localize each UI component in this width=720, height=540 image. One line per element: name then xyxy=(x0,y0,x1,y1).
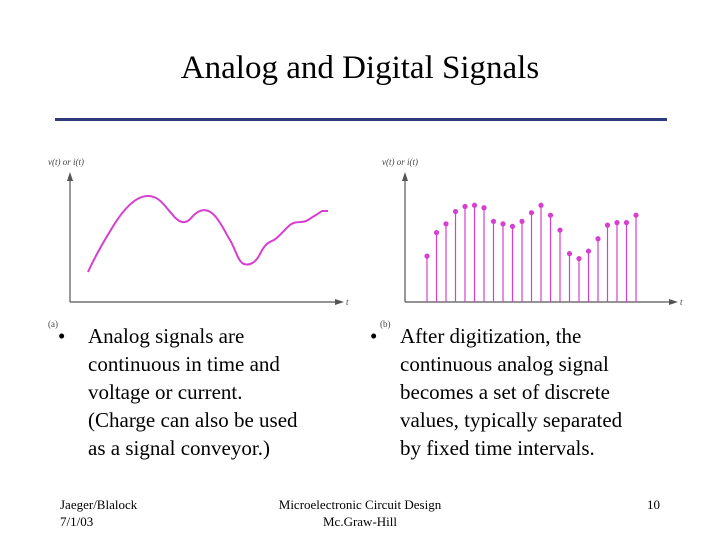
sample-point xyxy=(424,253,430,259)
sample-point xyxy=(547,212,554,218)
analog-x-label: t xyxy=(346,297,349,307)
sample-point xyxy=(595,236,601,242)
footer-publisher: Mc.Graw-Hill xyxy=(322,514,397,529)
sample-point xyxy=(623,220,630,226)
sample-point xyxy=(462,203,468,210)
digital-bullet: • After digitization, the continuous ana… xyxy=(370,322,690,462)
digital-x-label: t xyxy=(680,297,683,307)
sample-point xyxy=(614,220,620,226)
footer-book-title: Microelectronic Circuit Design xyxy=(278,497,442,512)
sample-point xyxy=(538,202,544,208)
digital-y-label: v(t) or i(t) xyxy=(382,157,418,167)
sample-point xyxy=(557,227,563,233)
analog-bullet: • Analog signals are continuous in time … xyxy=(58,322,358,462)
analog-y-arrow-icon xyxy=(67,172,73,181)
digital-figure-tag: (b) xyxy=(380,319,391,329)
sample-point xyxy=(443,221,449,227)
bullet-marker: • xyxy=(58,324,66,348)
sample-point xyxy=(576,256,582,262)
sample-point xyxy=(481,205,487,211)
sample-point xyxy=(519,218,525,224)
footer-author: Jaeger/Blalock xyxy=(60,497,138,512)
sample-point xyxy=(490,218,497,224)
sample-point xyxy=(604,222,611,228)
analog-bullet-text: Analog signals are continuous in time an… xyxy=(88,324,298,460)
footer-date: 7/1/03 xyxy=(60,514,94,529)
analog-waveform xyxy=(87,194,328,273)
digital-bullet-text: After digitization, the continuous analo… xyxy=(400,324,623,460)
digital-signal-figure: v(t) or i(t) t xyxy=(382,157,683,307)
digital-samples xyxy=(424,202,639,302)
digital-y-arrow-icon xyxy=(402,172,408,181)
sample-point xyxy=(585,248,592,254)
sample-point xyxy=(566,251,573,257)
footer-left: Jaeger/Blalock 7/1/03 xyxy=(60,496,137,530)
analog-signal-figure: v(t) or i(t) t xyxy=(48,157,349,307)
title-divider xyxy=(55,118,667,121)
bullet-marker: • xyxy=(370,324,378,348)
sample-point xyxy=(452,208,459,215)
sample-point xyxy=(433,229,440,236)
sample-point xyxy=(528,210,535,216)
sample-point xyxy=(500,221,506,227)
sample-point xyxy=(509,223,516,229)
analog-x-arrow-icon xyxy=(335,299,344,305)
analog-y-label: v(t) or i(t) xyxy=(48,157,84,167)
footer-center: Microelectronic Circuit Design Mc.Graw-H… xyxy=(240,496,480,530)
page-number: 10 xyxy=(647,497,660,512)
sample-point xyxy=(471,202,478,208)
digital-x-arrow-icon xyxy=(669,299,678,305)
sample-point xyxy=(633,212,639,218)
analog-figure-tag: (a) xyxy=(48,319,58,329)
slide-title: Analog and Digital Signals xyxy=(180,50,540,86)
